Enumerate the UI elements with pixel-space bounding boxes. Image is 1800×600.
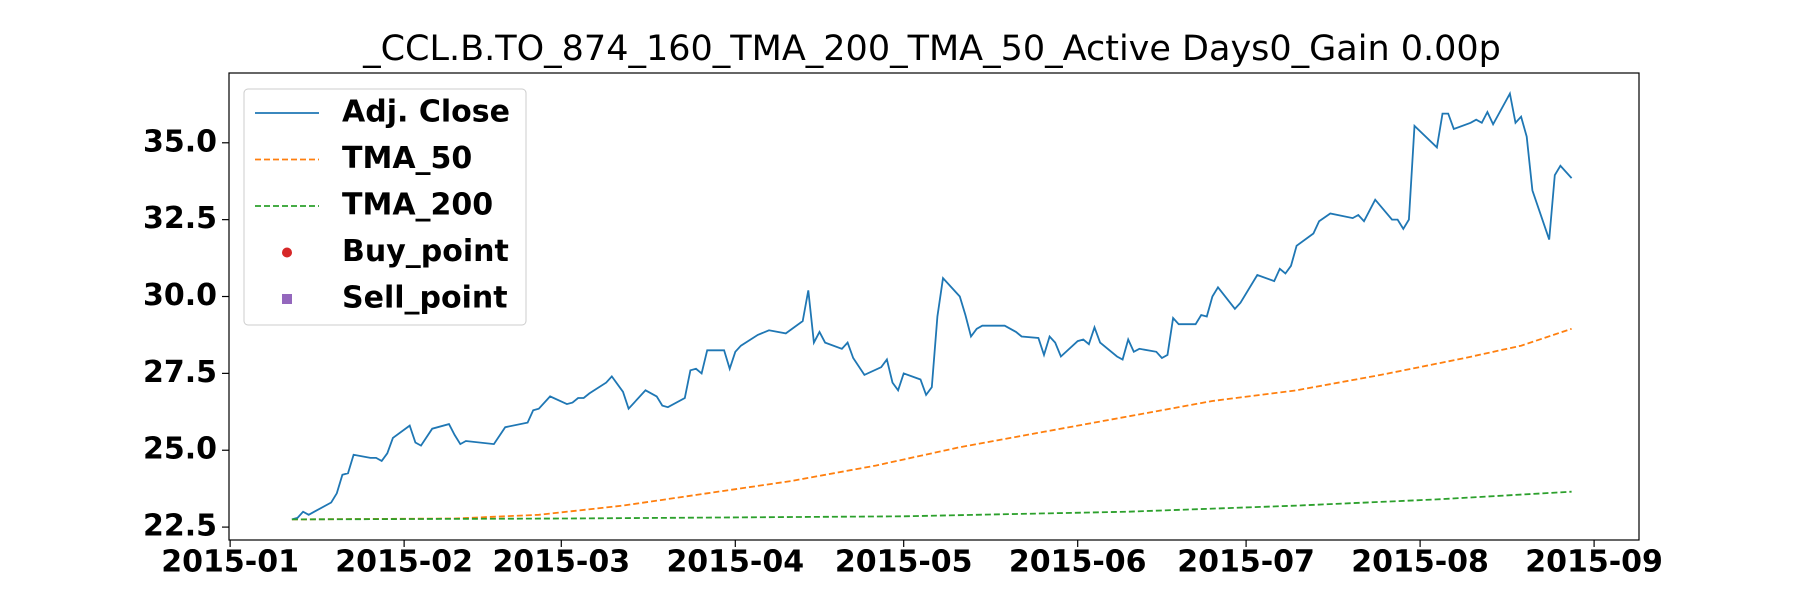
series-line [291,327,1572,521]
y-tick-label: 32.5 [143,201,217,236]
legend-marker [282,294,292,304]
legend-label: TMA_200 [342,188,493,223]
x-tick-label: 2015-08 [1351,545,1489,580]
legend-label: Sell_point [342,281,508,316]
x-tick-label: 2015-09 [1525,545,1663,580]
y-tick-label: 30.0 [143,278,217,313]
x-tick-label: 2015-05 [835,545,973,580]
y-tick-label: 35.0 [143,124,217,159]
plot-frame [228,72,1640,541]
series-line [291,90,1573,521]
legend-label: TMA_50 [342,141,472,176]
x-tick-label: 2015-07 [1177,545,1315,580]
x-tick-label: 2015-01 [161,545,299,580]
x-tick-label: 2015-03 [492,545,630,580]
x-tick-label: 2015-02 [335,545,473,580]
legend-box [243,88,527,326]
legend-label: Buy_point [342,234,509,269]
y-tick-label: 22.5 [143,509,217,544]
chart-title: _CCL.B.TO_874_160_TMA_200_TMA_50_Active … [362,29,1501,69]
y-tick-label: 27.5 [143,355,217,390]
x-tick-label: 2015-04 [666,545,804,580]
series-line [291,490,1572,521]
legend-label: Adj. Close [342,95,510,130]
legend-marker [282,247,292,258]
y-tick-label: 25.0 [143,432,217,467]
x-tick-label: 2015-06 [1009,545,1147,580]
